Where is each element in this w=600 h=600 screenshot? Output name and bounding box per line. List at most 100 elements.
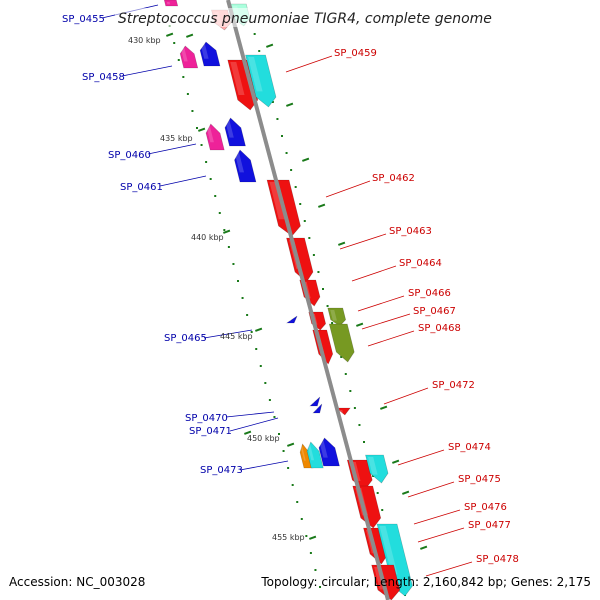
- gene-sp_0467[interactable]: [327, 307, 347, 327]
- tick-mark: [264, 382, 267, 384]
- gene-features: [163, 0, 413, 600]
- tick-mark: [182, 76, 185, 78]
- label-sp_0463[interactable]: SP_0463: [389, 226, 432, 237]
- label-sp_0465[interactable]: SP_0465: [164, 333, 207, 344]
- gene-sp_0473b[interactable]: [305, 441, 324, 469]
- gene-sp_0458b[interactable]: [198, 41, 221, 67]
- gene-highlight: [269, 182, 286, 220]
- gene-sp_0470[interactable]: [308, 396, 322, 407]
- tick-mark: [276, 118, 279, 120]
- tick-mark: [195, 127, 198, 129]
- gene-highlight: [287, 318, 292, 321]
- gene-sp_0478[interactable]: [371, 564, 403, 600]
- gene-sp_0460a[interactable]: [204, 123, 225, 151]
- gene-highlight: [166, 2, 171, 5]
- tick-mark: [191, 110, 194, 112]
- tick-mark: [285, 152, 288, 154]
- label-sp_0462[interactable]: SP_0462: [372, 173, 415, 184]
- tick-mark: [319, 586, 322, 588]
- major-tick: [286, 102, 294, 107]
- label-sp_0475[interactable]: SP_0475: [458, 474, 501, 485]
- tick-mark: [186, 93, 189, 95]
- gene-sp_0461[interactable]: [232, 149, 257, 183]
- gene-highlight: [180, 48, 188, 62]
- gene-sp_0473c[interactable]: [317, 437, 340, 467]
- label-sp_0467[interactable]: SP_0467: [413, 306, 456, 317]
- gene-highlight: [368, 457, 378, 475]
- scale-label-450: 450 kbp: [247, 434, 280, 443]
- leader-line: [357, 295, 405, 312]
- label-sp_0476[interactable]: SP_0476: [464, 502, 507, 513]
- gene-highlight: [200, 44, 209, 59]
- label-sp_0478[interactable]: SP_0478: [476, 554, 519, 565]
- gene-sp_0460b[interactable]: [223, 117, 246, 147]
- gene-sp_0467-body[interactable]: [328, 323, 356, 363]
- gene-sp_0474b[interactable]: [365, 454, 391, 484]
- tick-mark: [227, 246, 230, 248]
- gene-sp_0472[interactable]: [335, 407, 352, 416]
- tick-mark: [173, 42, 176, 44]
- label-sp_0468[interactable]: SP_0468: [418, 323, 461, 334]
- tick-mark: [200, 144, 203, 146]
- gene-sp_0455[interactable]: [163, 0, 179, 7]
- leader-line: [325, 180, 371, 198]
- tick-mark: [294, 186, 297, 188]
- label-sp_0460[interactable]: SP_0460: [108, 150, 151, 161]
- gene-sp_0471[interactable]: [311, 403, 324, 414]
- leader-line: [203, 329, 253, 339]
- gene-sp_0458a[interactable]: [178, 45, 199, 69]
- major-tick: [301, 157, 310, 162]
- label-sp_0477[interactable]: SP_0477: [468, 520, 511, 531]
- scale-label-445: 445 kbp: [220, 332, 253, 341]
- label-sp_0455[interactable]: SP_0455: [62, 14, 105, 25]
- gene-highlight: [230, 62, 245, 95]
- gene-highlight: [313, 406, 317, 411]
- tick-mark: [177, 59, 180, 61]
- label-sp_0473[interactable]: SP_0473: [200, 465, 243, 476]
- leader-line: [285, 55, 333, 73]
- tick-mark: [278, 433, 281, 435]
- label-sp_0474[interactable]: SP_0474: [448, 442, 491, 453]
- label-sp_0459[interactable]: SP_0459: [334, 48, 377, 59]
- genome-backbone: [226, 0, 390, 600]
- label-sp_0471[interactable]: SP_0471: [189, 426, 232, 437]
- label-sp_0472[interactable]: SP_0472: [432, 380, 475, 391]
- tick-mark: [372, 475, 375, 477]
- label-sp_0470[interactable]: SP_0470: [185, 413, 228, 424]
- accession-text: Accession: NC_003028: [9, 575, 145, 589]
- tick-mark: [268, 399, 271, 401]
- leader-line: [147, 143, 197, 155]
- leader-line: [225, 411, 275, 418]
- tick-mark: [291, 484, 294, 486]
- gene-highlight: [225, 120, 234, 138]
- major-tick: [402, 490, 410, 495]
- major-tick: [318, 203, 326, 208]
- major-tick: [356, 322, 364, 327]
- major-tick: [338, 241, 346, 246]
- gene-sp_0465[interactable]: [285, 315, 299, 324]
- major-tick: [380, 405, 388, 410]
- leader-line: [383, 387, 429, 405]
- tick-mark: [322, 288, 324, 290]
- scale-label-455: 455 kbp: [272, 533, 305, 542]
- label-sp_0464[interactable]: SP_0464: [399, 258, 442, 269]
- tick-mark: [312, 254, 315, 256]
- tick-mark: [280, 135, 283, 137]
- title-background: [115, 8, 485, 27]
- tick-mark: [358, 424, 361, 426]
- gene-highlight: [330, 310, 337, 321]
- tick-mark: [331, 322, 334, 324]
- major-tick: [392, 459, 400, 464]
- scale-label-440: 440 kbp: [191, 233, 224, 242]
- label-sp_0461[interactable]: SP_0461: [120, 182, 163, 193]
- tick-mark: [214, 195, 217, 197]
- major-tick: [419, 545, 428, 550]
- label-sp_0458[interactable]: SP_0458: [82, 72, 125, 83]
- leader-line: [229, 417, 279, 432]
- label-sp_0466[interactable]: SP_0466: [408, 288, 451, 299]
- tick-mark: [305, 535, 308, 537]
- gene-highlight: [300, 446, 306, 461]
- gene-sp_0459b[interactable]: [245, 54, 279, 108]
- leader-line: [239, 460, 289, 471]
